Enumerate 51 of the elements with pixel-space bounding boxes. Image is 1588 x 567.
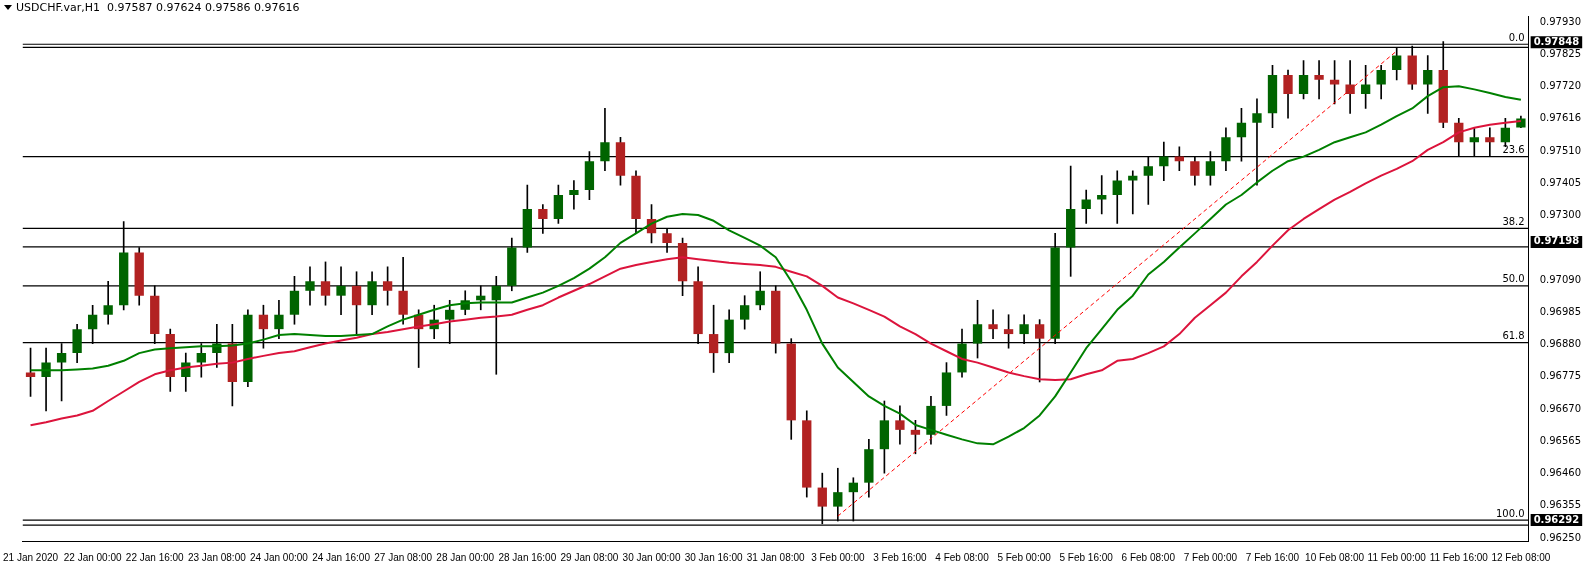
x-tick-label: 5 Feb 00:00: [997, 551, 1052, 563]
x-tick-label: 29 Jan 08:00: [560, 551, 619, 563]
x-tick-label: 28 Jan 00:00: [436, 551, 495, 563]
annotation: 61.8: [1502, 330, 1525, 342]
y-tick-label: 0.96250: [1539, 531, 1582, 543]
x-tick-label: 4 Feb 08:00: [935, 551, 990, 563]
y-tick-label: 0.97930: [1539, 15, 1582, 27]
x-tick-label: 7 Feb 16:00: [1245, 551, 1300, 563]
ref-line-label: 0.97198: [1533, 235, 1580, 247]
y-tick-label: 0.97616: [1539, 112, 1582, 124]
y-tick-label: 0.96565: [1539, 434, 1582, 446]
annotation: 0.0: [1508, 31, 1525, 43]
x-tick-label: 21 Jan 2020: [3, 551, 59, 563]
x-tick-label: 28 Jan 16:00: [498, 551, 557, 563]
x-tick-label: 30 Jan 16:00: [684, 551, 743, 563]
x-tick-label: 31 Jan 08:00: [746, 551, 806, 563]
x-tick-label: 23 Jan 08:00: [187, 551, 247, 563]
y-tick-label: 0.97405: [1539, 176, 1582, 188]
x-tick-label: 22 Jan 00:00: [63, 551, 122, 563]
annotation: 50.0: [1502, 273, 1525, 285]
y-tick-label: 0.97720: [1539, 80, 1582, 92]
x-tick-label: 27 Jan 08:00: [374, 551, 433, 563]
x-tick-label: 6 Feb 08:00: [1121, 551, 1176, 563]
x-tick-label: 5 Feb 16:00: [1059, 551, 1114, 563]
x-tick-label: 22 Jan 16:00: [125, 551, 185, 563]
x-tick-label: 24 Jan 00:00: [250, 551, 309, 563]
annotation: 100.0: [1496, 507, 1525, 519]
x-tick-label: 30 Jan 00:00: [622, 551, 681, 563]
x-tick-label: 12 Feb 08:00: [1491, 551, 1551, 563]
x-tick-label: 3 Feb 00:00: [811, 551, 865, 563]
y-tick-label: 0.97090: [1539, 273, 1582, 285]
x-tick-label: 3 Feb 16:00: [873, 551, 928, 563]
ref-line-label: 0.97848: [1533, 35, 1580, 47]
y-tick-label: 0.96985: [1539, 305, 1582, 317]
ref-line-label: 0.96292: [1533, 513, 1580, 525]
x-tick-label: 10 Feb 08:00: [1305, 551, 1365, 563]
annotation: 38.2: [1502, 216, 1525, 228]
x-tick-label: 11 Feb 16:00: [1429, 551, 1489, 563]
x-tick-label: 11 Feb 00:00: [1367, 551, 1427, 563]
y-tick-label: 0.96775: [1539, 370, 1582, 382]
y-tick-label: 0.96460: [1539, 467, 1582, 479]
y-tick-label: 0.97300: [1539, 209, 1582, 221]
chart-title: USDCHF.var,H1 0.97587 0.97624 0.97586 0.97616: [16, 1, 300, 14]
y-tick-label: 0.96880: [1539, 338, 1582, 350]
x-tick-label: 24 Jan 16:00: [312, 551, 371, 563]
y-tick-label: 0.97825: [1539, 47, 1582, 59]
annotation: 23.6: [1502, 144, 1525, 156]
x-tick-label: 7 Feb 00:00: [1183, 551, 1238, 563]
y-tick-label: 0.96670: [1539, 402, 1582, 414]
y-tick-label: 0.97510: [1539, 144, 1582, 156]
y-tick-label: 0.96355: [1539, 499, 1582, 511]
